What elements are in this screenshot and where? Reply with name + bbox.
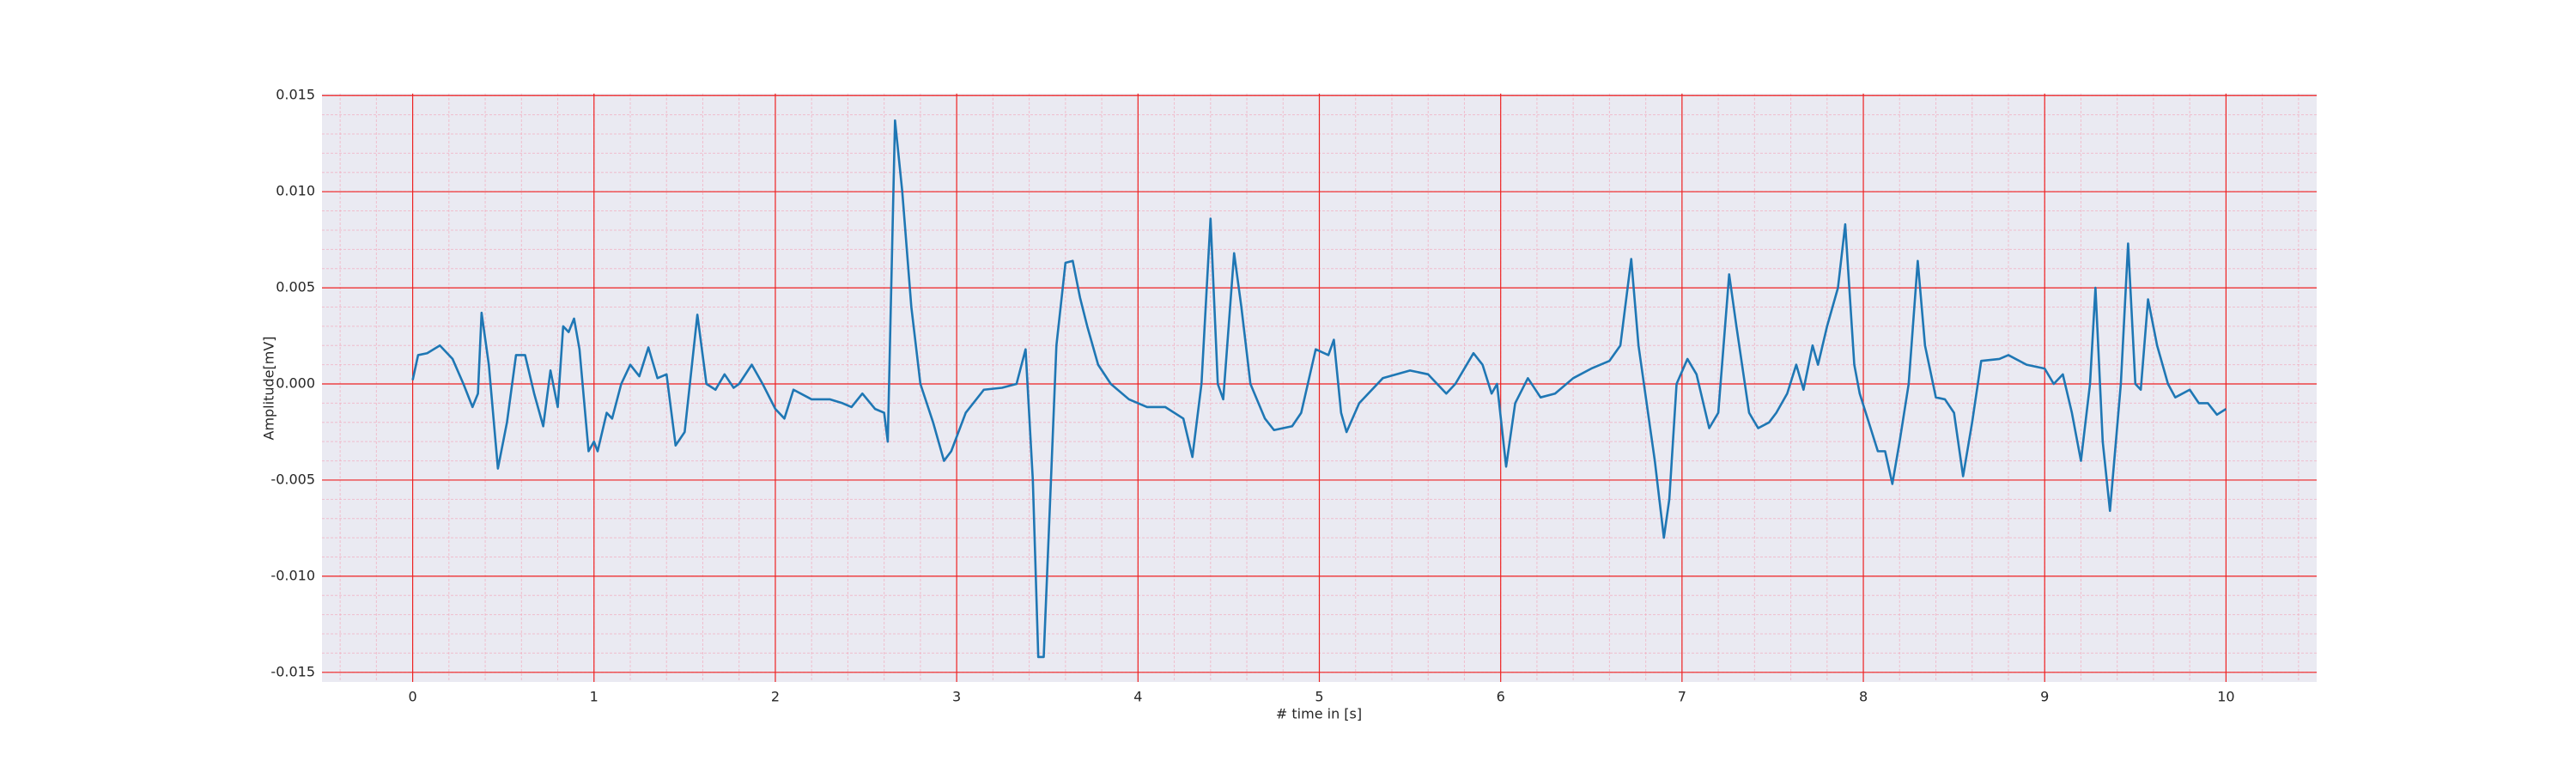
x-tick-label: 1 — [590, 689, 598, 705]
x-tick-label: 10 — [2217, 689, 2234, 705]
y-tick-label: -0.005 — [270, 471, 315, 487]
y-tick-label: 0.005 — [276, 279, 315, 295]
y-tick-label: 0.015 — [276, 87, 315, 103]
y-tick-label: -0.010 — [270, 567, 315, 583]
y-tick-label: 0.000 — [276, 375, 315, 392]
x-tick-label: 5 — [1315, 689, 1323, 705]
x-tick-label: 2 — [771, 689, 780, 705]
x-tick-label: 8 — [1859, 689, 1868, 705]
x-tick-label: 4 — [1133, 689, 1142, 705]
x-tick-label: 3 — [952, 689, 961, 705]
y-axis-label: Amplitude[mV] — [261, 336, 277, 440]
signal-line — [411, 119, 2227, 659]
x-tick-label: 6 — [1497, 689, 1505, 705]
x-tick-label: 0 — [408, 689, 416, 705]
x-tick-label: 9 — [2040, 689, 2049, 705]
y-tick-label: 0.010 — [276, 183, 315, 199]
y-tick-label: -0.015 — [270, 663, 315, 679]
x-tick-label: 7 — [1678, 689, 1686, 705]
x-axis-label: # time in [s] — [1276, 706, 1362, 722]
